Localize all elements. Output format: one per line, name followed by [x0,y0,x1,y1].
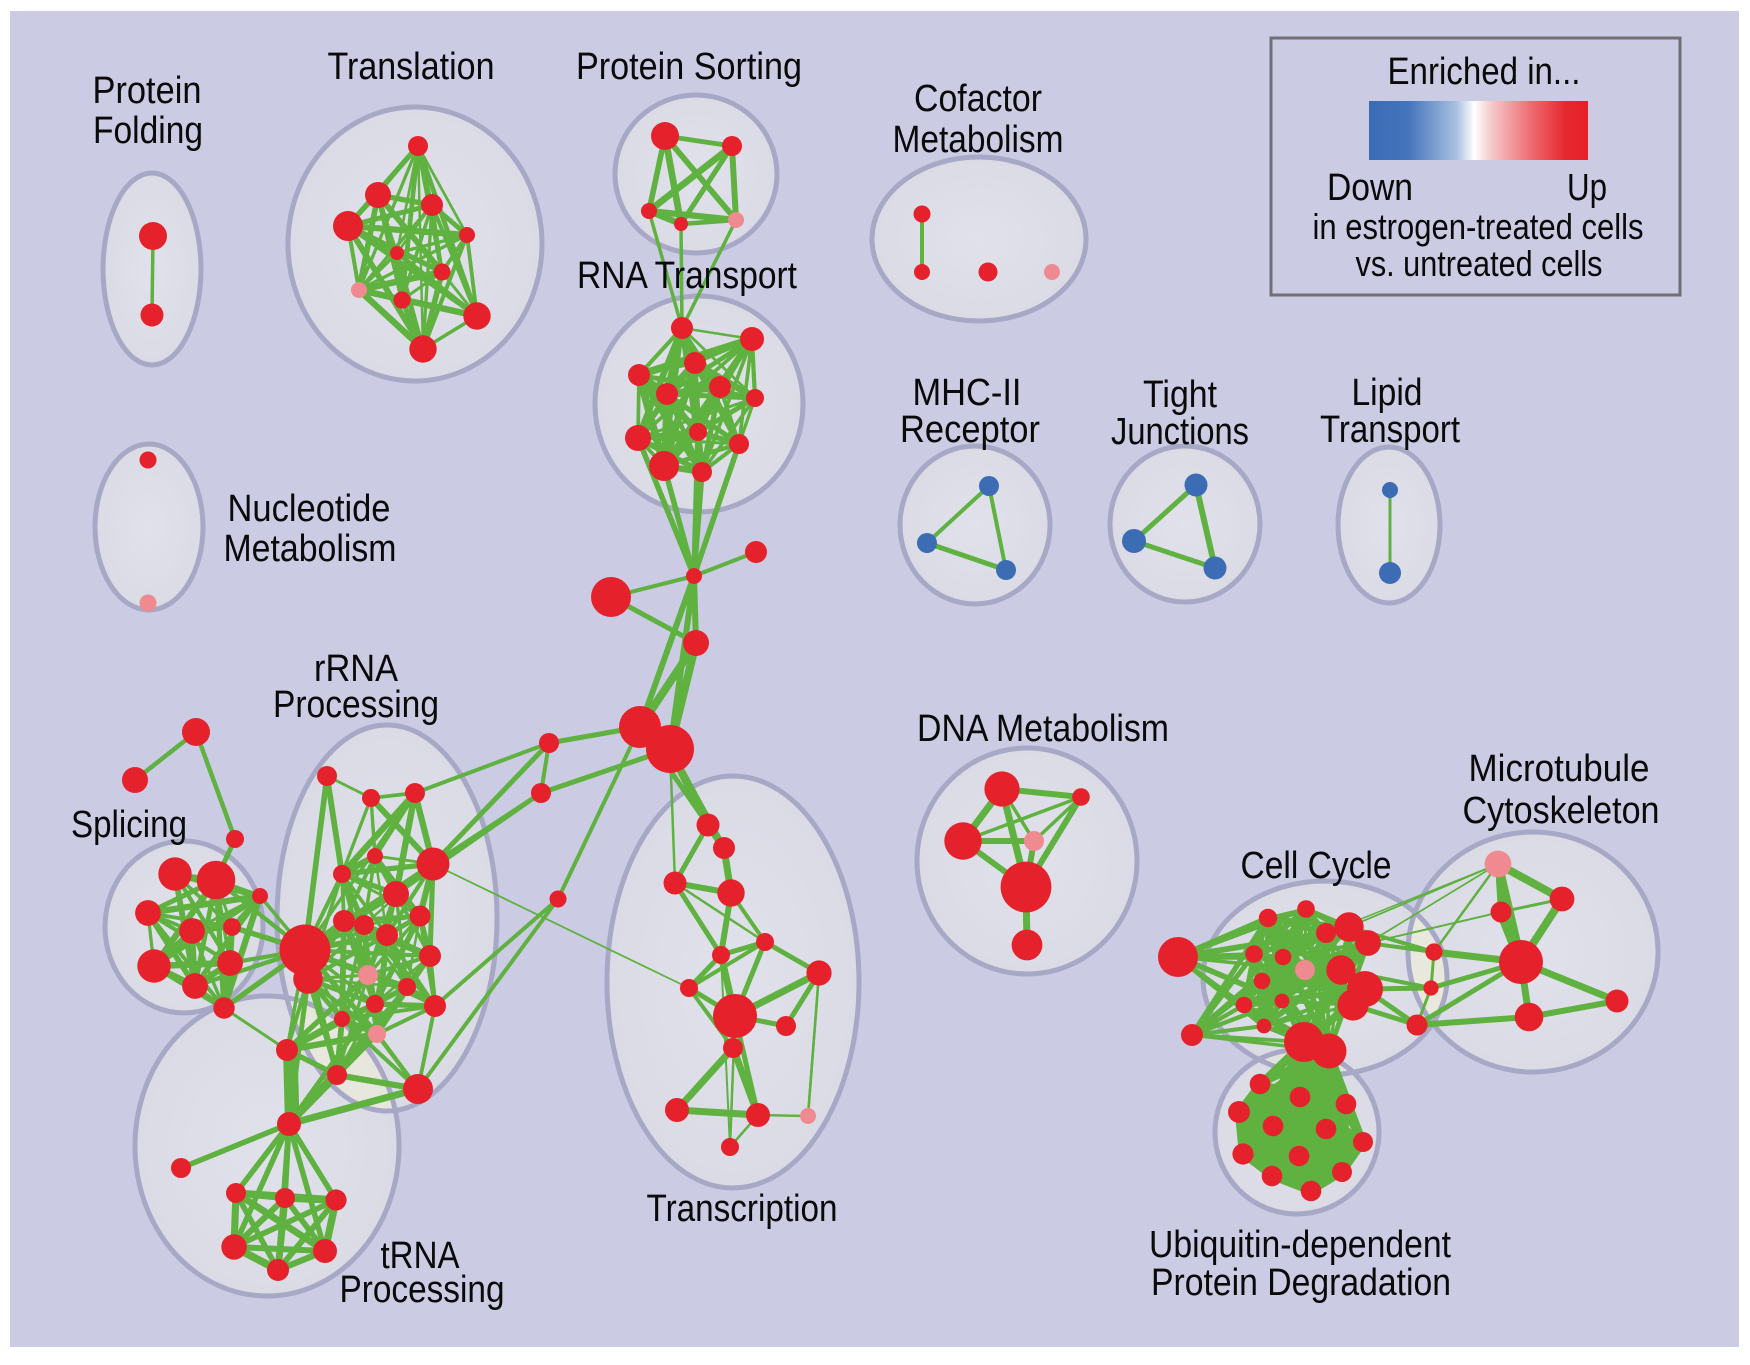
svg-text:Down: Down [1327,167,1413,209]
svg-text:Metabolism: Metabolism [893,119,1064,161]
svg-text:Splicing: Splicing [71,804,187,846]
svg-text:Translation: Translation [328,46,495,88]
svg-text:Folding: Folding [93,110,203,152]
svg-text:Protein Degradation: Protein Degradation [1151,1262,1451,1304]
svg-text:DNA Metabolism: DNA Metabolism [917,708,1169,750]
svg-text:Receptor: Receptor [900,409,1040,451]
svg-text:Protein: Protein [93,70,202,112]
svg-text:Cytoskeleton: Cytoskeleton [1463,790,1660,832]
svg-text:Metabolism: Metabolism [224,528,397,570]
svg-text:Lipid: Lipid [1352,372,1423,414]
svg-text:Nucleotide: Nucleotide [228,488,391,530]
svg-text:Cell Cycle: Cell Cycle [1241,845,1392,887]
svg-text:Cofactor: Cofactor [914,78,1042,120]
svg-text:Microtubule: Microtubule [1469,748,1650,790]
svg-text:Processing: Processing [273,684,439,726]
svg-text:RNA Transport: RNA Transport [577,255,797,297]
svg-text:rRNA: rRNA [314,648,399,690]
svg-text:Up: Up [1567,167,1607,209]
svg-text:vs. untreated cells: vs. untreated cells [1356,243,1603,284]
svg-text:MHC-II: MHC-II [913,372,1022,414]
svg-text:Transcription: Transcription [647,1188,838,1230]
svg-text:Enriched in...: Enriched in... [1388,51,1581,93]
svg-text:Tight: Tight [1143,374,1217,416]
svg-text:Processing: Processing [340,1269,505,1311]
svg-text:tRNA: tRNA [381,1235,461,1277]
svg-text:in estrogen-treated cells: in estrogen-treated cells [1313,206,1644,247]
svg-text:Protein Sorting: Protein Sorting [576,46,802,88]
svg-text:Ubiquitin-dependent: Ubiquitin-dependent [1149,1224,1451,1266]
svg-text:Transport: Transport [1320,409,1460,451]
svg-text:Junctions: Junctions [1111,411,1249,453]
